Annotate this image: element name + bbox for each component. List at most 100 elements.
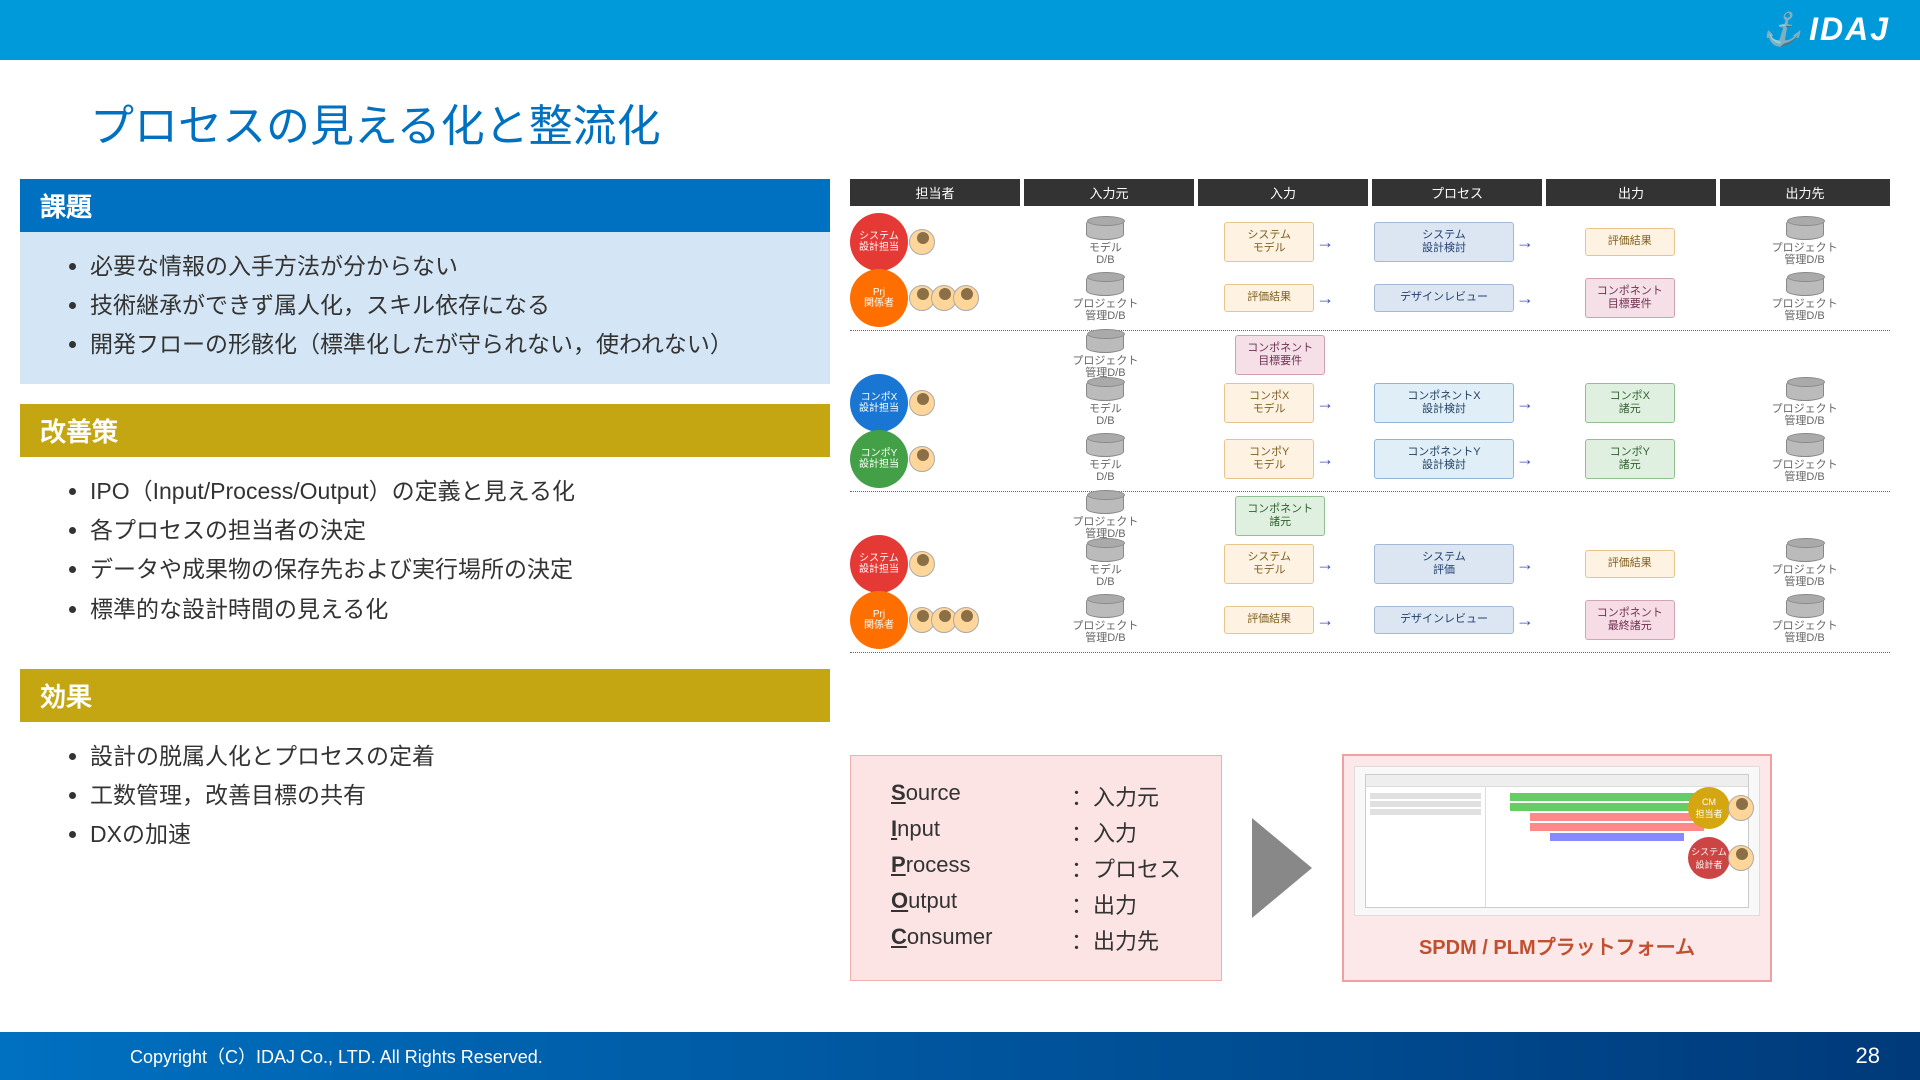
solution-item: 各プロセスの担当者の決定: [90, 511, 810, 550]
col-hdr: 入力: [1198, 179, 1368, 206]
left-column: 課題 必要な情報の入手方法が分からない 技術継承ができず属人化，スキル依存になる…: [20, 179, 830, 982]
logo: IDAJ: [1762, 10, 1890, 48]
arrow-icon: →: [1516, 554, 1534, 575]
arrow-icon: →: [1316, 610, 1334, 631]
db-icon: プロジェクト管理D/B: [1772, 596, 1838, 644]
avatar-icon: [1728, 795, 1754, 821]
issues-header: 課題: [20, 179, 830, 232]
role-cm: CM担当者: [1688, 787, 1730, 829]
box: コンポY諸元: [1585, 439, 1675, 479]
role-compx: コンポX設計担当: [850, 374, 908, 432]
role-sys: システム設計者: [1688, 837, 1730, 879]
platform-box: CM担当者 システム設計者 SPDM / PLMプラットフォーム: [1342, 754, 1772, 982]
avatar-icon: [909, 390, 935, 416]
db-icon: プロジェクト管理D/B: [1072, 492, 1138, 540]
flow-row: システム設計担当 モデルD/B システムモデル→ システム設計検討→ 評価結果 …: [850, 214, 1890, 270]
box: デザインレビュー: [1374, 606, 1514, 633]
flow-row: プロジェクト管理D/B コンポネント諸元: [850, 496, 1890, 536]
arrow-icon: →: [1316, 554, 1334, 575]
issue-item: 技術継承ができず属人化，スキル依存になる: [90, 286, 810, 325]
solution-item: 標準的な設計時間の見える化: [90, 590, 810, 629]
box: コンポネント諸元: [1235, 496, 1325, 536]
arrow-icon: →: [1516, 232, 1534, 253]
content: 課題 必要な情報の入手方法が分からない 技術継承ができず属人化，スキル依存になる…: [0, 179, 1920, 982]
arrow-icon: [1252, 818, 1312, 918]
db-icon: モデルD/B: [1086, 218, 1124, 266]
box: 評価結果: [1585, 228, 1675, 255]
db-icon: モデルD/B: [1086, 540, 1124, 588]
db-icon: モデルD/B: [1086, 435, 1124, 483]
arrow-icon: →: [1316, 288, 1334, 309]
col-hdr: 担当者: [850, 179, 1020, 206]
arrow-icon: →: [1516, 449, 1534, 470]
platform-roles: CM担当者 システム設計者: [1688, 787, 1754, 879]
box: 評価結果: [1224, 284, 1314, 311]
solution-item: IPO（Input/Process/Output）の定義と見える化: [90, 472, 810, 511]
effects-header: 効果: [20, 669, 830, 722]
footer: Copyright（C）IDAJ Co., LTD. All Rights Re…: [0, 1032, 1920, 1080]
arrow-icon: →: [1516, 288, 1534, 309]
box: コンポXモデル: [1224, 383, 1314, 423]
flowchart: 担当者 入力元 入力 プロセス 出力 出力先 システム設計担当 モデルD/B シ…: [850, 179, 1890, 739]
platform-screenshot: CM担当者 システム設計者: [1354, 766, 1760, 916]
box: コンポネントX設計検討: [1374, 383, 1514, 423]
flow-row: Prj関係者 プロジェクト管理D/B 評価結果→ デザインレビュー→ コンポネン…: [850, 270, 1890, 326]
arrow-icon: →: [1316, 449, 1334, 470]
flow-row: Prj関係者 プロジェクト管理D/B 評価結果→ デザインレビュー→ コンポネン…: [850, 592, 1890, 648]
db-icon: プロジェクト管理D/B: [1772, 379, 1838, 427]
issue-item: 開発フローの形骸化（標準化したが守られない，使われない）: [90, 325, 810, 364]
col-hdr: 入力元: [1024, 179, 1194, 206]
box: コンポネントY設計検討: [1374, 439, 1514, 479]
avatar-icon: [953, 285, 979, 311]
avatar-icon: [909, 229, 935, 255]
sipoc-legend: Source：入力元 Input：入力 Process：プロセス Output：…: [850, 755, 1222, 981]
platform-label: SPDM / PLMプラットフォーム: [1354, 921, 1760, 970]
arrow-icon: →: [1316, 232, 1334, 253]
arrow-icon: →: [1516, 610, 1534, 631]
page-number: 28: [1856, 1043, 1880, 1069]
db-icon: プロジェクト管理D/B: [1072, 274, 1138, 322]
db-icon: モデルD/B: [1086, 379, 1124, 427]
box: コンポネント目標要件: [1235, 335, 1325, 375]
right-column: 担当者 入力元 入力 プロセス 出力 出力先 システム設計担当 モデルD/B シ…: [850, 179, 1890, 982]
effect-item: 設計の脱属人化とプロセスの定着: [90, 737, 810, 776]
db-icon: プロジェクト管理D/B: [1772, 540, 1838, 588]
avatar-icon: [1728, 845, 1754, 871]
arrow-icon: →: [1316, 393, 1334, 414]
box: コンポネント最終諸元: [1585, 600, 1675, 640]
box: デザインレビュー: [1374, 284, 1514, 311]
box: システム設計検討: [1374, 222, 1514, 262]
issues-body: 必要な情報の入手方法が分からない 技術継承ができず属人化，スキル依存になる 開発…: [20, 232, 830, 384]
col-hdr: 出力: [1546, 179, 1716, 206]
flow-row: コンポX設計担当 モデルD/B コンポXモデル→ コンポネントX設計検討→ コン…: [850, 375, 1890, 431]
solution-item: データや成果物の保存先および実行場所の決定: [90, 550, 810, 589]
role-compy: コンポY設計担当: [850, 430, 908, 488]
arrow-icon: →: [1516, 393, 1534, 414]
flow-headers: 担当者 入力元 入力 プロセス 出力 出力先: [850, 179, 1890, 206]
top-bar: IDAJ: [0, 0, 1920, 60]
box: コンポネント目標要件: [1585, 278, 1675, 318]
avatar-icon: [953, 607, 979, 633]
box: 評価結果: [1585, 550, 1675, 577]
flow-row: プロジェクト管理D/B コンポネント目標要件: [850, 335, 1890, 375]
effects-body: 設計の脱属人化とプロセスの定着 工数管理，改善目標の共有 DXの加速: [20, 722, 830, 874]
box: コンポX諸元: [1585, 383, 1675, 423]
separator: [850, 652, 1890, 653]
role-system: システム設計担当: [850, 535, 908, 593]
role-prj: Prj関係者: [850, 591, 908, 649]
box: システム評価: [1374, 544, 1514, 584]
sipoc-row: Source：入力元 Input：入力 Process：プロセス Output：…: [850, 754, 1890, 982]
box: コンポYモデル: [1224, 439, 1314, 479]
solutions-header: 改善策: [20, 404, 830, 457]
role-prj: Prj関係者: [850, 269, 908, 327]
avatar-icon: [909, 446, 935, 472]
effect-item: DXの加速: [90, 815, 810, 854]
role-system: システム設計担当: [850, 213, 908, 271]
col-hdr: 出力先: [1720, 179, 1890, 206]
db-icon: プロジェクト管理D/B: [1772, 218, 1838, 266]
box: システムモデル: [1224, 222, 1314, 262]
page-title: プロセスの見える化と整流化: [0, 60, 1920, 179]
col-hdr: プロセス: [1372, 179, 1542, 206]
avatar-icon: [909, 551, 935, 577]
box: 評価結果: [1224, 606, 1314, 633]
